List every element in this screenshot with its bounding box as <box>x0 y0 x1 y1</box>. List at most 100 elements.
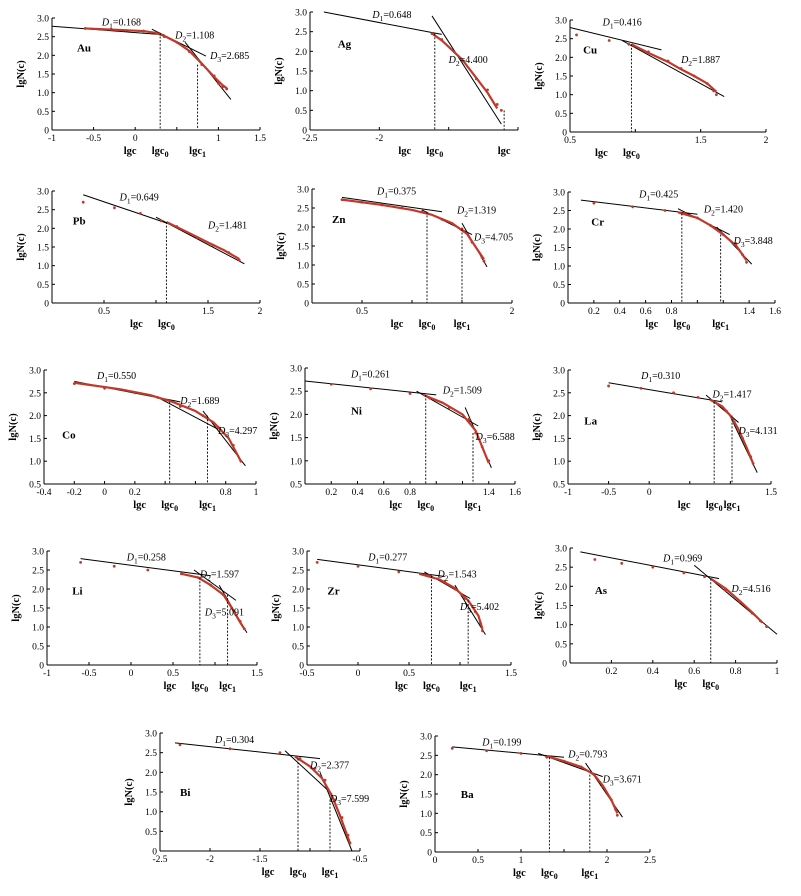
threshold-label-sub: 0 <box>636 152 640 161</box>
threshold-label: lgc0 <box>706 500 723 513</box>
x-tick-label: 1 <box>775 667 780 677</box>
dimension-value: =0.168 <box>113 17 141 28</box>
threshold-label-main: lgc <box>219 681 232 692</box>
dimension-subscript: 1 <box>127 196 131 205</box>
chart-li: 0 0.5 1.0 1.5 2.0 2.5 3.0 -1 -0.5 0 0.5 1.5 lgN(c) lg… <box>11 548 263 695</box>
y-tick-label: 0.5 <box>32 643 44 653</box>
y-tick-label: 0.5 <box>555 640 567 650</box>
data-point <box>243 627 246 631</box>
dimension-symbol: D <box>119 192 128 203</box>
y-tick-label: 2.5 <box>297 205 309 215</box>
dimension-subscript: 1 <box>104 375 108 384</box>
dimension-subscript: 2 <box>207 574 211 583</box>
data-point <box>620 561 624 565</box>
data-point <box>714 93 718 97</box>
x-tick-label: 0.4 <box>352 488 364 498</box>
x-tick-label: -0.5 <box>86 134 101 144</box>
x-tick-label: 1 <box>254 488 259 498</box>
data-point <box>682 571 686 575</box>
data-point <box>615 813 619 817</box>
y-tick-label: 1.5 <box>555 602 567 612</box>
y-tick-label: 0 <box>562 660 567 670</box>
data-curve <box>74 381 242 462</box>
dimension-symbol: D <box>473 232 482 243</box>
y-axis-label: lgN(c) <box>274 57 285 85</box>
element-label: Bi <box>180 787 190 799</box>
data-point <box>430 32 434 36</box>
data-point <box>639 386 643 390</box>
dimension-symbol: D <box>738 426 747 437</box>
x-axis-label: lgc <box>398 146 411 157</box>
threshold-label-main: lgc <box>417 500 430 511</box>
data-point <box>81 200 85 204</box>
threshold-label-sub: 0 <box>686 323 690 332</box>
fit-line <box>431 15 502 125</box>
data-point <box>178 405 182 408</box>
y-tick-label: 0 <box>304 300 309 310</box>
chart-co: 0.5 1.0 1.5 2.0 2.5 3.0 -0.4 -0.2 0 0.2 0.8 1 lgN(c)… <box>8 367 259 514</box>
x-tick-label: 0.4 <box>647 667 659 677</box>
y-tick-label: 0 <box>44 127 49 137</box>
threshold-label-main: lgc <box>426 146 439 157</box>
fit-line <box>580 199 698 215</box>
data-point <box>221 85 224 89</box>
dimension-annotation: D1=0.277 <box>367 553 407 566</box>
threshold-label-sub: 1 <box>334 871 338 880</box>
data-point <box>692 74 696 78</box>
threshold-label-main: lgc <box>702 679 715 690</box>
y-tick-label: 1.0 <box>37 262 49 272</box>
threshold-label: lgc1 <box>712 319 729 332</box>
dimension-annotation: D3=5.402 <box>459 602 499 615</box>
y-tick-label: 2.5 <box>555 35 567 45</box>
y-axis-label: lgN(c) <box>276 232 287 260</box>
dimension-subscript: 2 <box>215 224 219 233</box>
threshold-label: lgc0 <box>158 319 175 332</box>
y-tick-label: 0.5 <box>420 829 432 839</box>
x-tick-label: -2 <box>206 855 214 865</box>
threshold-label-sub: 0 <box>436 685 440 694</box>
data-point <box>519 752 523 755</box>
fit-line <box>317 558 445 577</box>
chart-as: 0 0.5 1.0 1.5 2.0 2.5 3.0 0.2 0.4 0.6 0.8 1 lgN(c) lg… <box>534 545 780 693</box>
dimension-value: =0.310 <box>652 371 680 382</box>
data-point <box>592 201 596 205</box>
dimension-symbol: D <box>442 386 451 397</box>
data-point <box>83 27 87 30</box>
data-point <box>745 260 748 264</box>
dimension-symbol: D <box>101 17 110 28</box>
data-point <box>479 621 482 625</box>
element-label: Zr <box>327 586 339 598</box>
threshold-label-main: lgc <box>152 146 165 157</box>
x-tick-label: 1.5 <box>695 136 707 146</box>
y-axis-label: lgN(c) <box>16 233 27 261</box>
y-tick-label: 3.0 <box>292 548 304 558</box>
x-axis-label: lgc <box>513 868 526 879</box>
data-point <box>356 564 360 568</box>
threshold-label-sub: 0 <box>439 150 443 159</box>
x-axis-label: lgc <box>645 319 658 330</box>
x-tick-label: 0 <box>433 856 438 866</box>
data-point <box>470 240 474 244</box>
dimension-annotation: D2=1.597 <box>199 570 239 583</box>
y-tick-label: 0.5 <box>295 107 307 117</box>
dimension-symbol: D <box>638 190 647 201</box>
x-tick-label: 0.4 <box>614 307 626 317</box>
data-point <box>495 103 499 106</box>
dimension-annotation: D2=4.516 <box>730 584 770 597</box>
data-point <box>545 755 549 759</box>
dimension-subscript: 1 <box>670 557 674 566</box>
data-curve <box>418 572 484 630</box>
x-tick-label: 0.2 <box>129 488 141 498</box>
threshold-label-sub: 0 <box>204 685 208 694</box>
data-point <box>159 219 163 223</box>
dimension-subscript: 3 <box>212 612 216 621</box>
threshold-label-main: lgc <box>623 148 636 159</box>
x-tick-label: 0.5 <box>356 307 368 317</box>
dimension-value: =2.377 <box>321 760 349 771</box>
data-point <box>239 459 243 463</box>
dimension-subscript: 3 <box>483 436 487 445</box>
x-axis-label: lgc <box>395 681 408 692</box>
